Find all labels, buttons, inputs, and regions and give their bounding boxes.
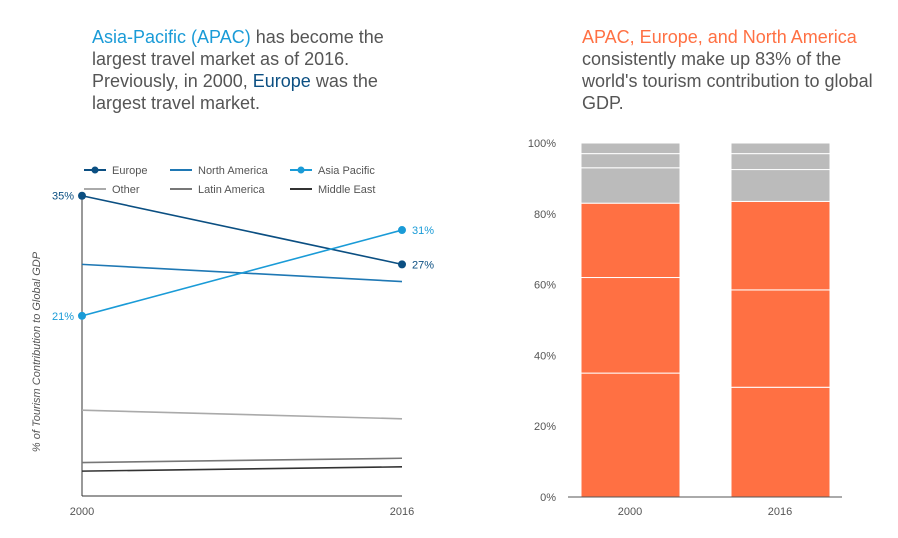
legend-label-europe: Europe [112,165,147,177]
legend-item-europe: Europe [84,165,147,177]
legend-label-north-america: North America [198,165,269,177]
legend-item-other: Other [84,184,140,196]
series-asia-pacific: 21% 31% [52,225,434,323]
legend-label-asia-pacific: Asia Pacific [318,165,375,177]
legend-label-other: Other [112,184,140,196]
point-asia-pacific-2000 [78,311,86,320]
series-europe: 35% 27% [52,191,434,272]
series-line-europe [81,194,403,266]
legend-item-north-america: North America [170,165,269,177]
legend-label-middle-east: Middle East [318,184,375,196]
bar-segment-2000-0 [580,372,681,498]
point-asia-pacific-2016 [398,226,406,235]
bar-segment-2016-2 [730,200,831,291]
bar-segment-2016-5 [730,142,831,155]
stacked-bar-chart: 0% 20% 40% 60% 80% 100% 2000 2016 [528,138,842,518]
headline-right: APAC, Europe, and North America consiste… [582,26,882,114]
bar-chart-segments [580,142,831,498]
bar-chart-x-tick-2000: 2000 [618,506,642,518]
series-line-middle-east [81,466,403,472]
bar-y-tick-60-: 60% [534,280,556,292]
bar-segment-2000-2 [580,202,681,279]
bar-segment-2016-3 [730,169,831,202]
bar-segment-2016-4 [730,153,831,171]
line-chart-series: 35% 27% 21% 31% [52,191,434,472]
line-chart-y-axis-label: % of Tourism Contribution to Global GDP [31,251,43,452]
series-line-latin-america [81,457,403,464]
series-latin-america [81,457,403,464]
bar-chart-x-tick-2016: 2016 [768,506,792,518]
bar-2016 [730,142,831,498]
series-other [81,409,403,420]
line-chart-legend: Europe North America Asia Pacific Other Lati… [84,165,375,196]
line-chart: Europe North America Asia Pacific Other Lati… [31,165,434,518]
bar-y-tick-80-: 80% [534,209,556,221]
headline-right-text: consistently make up 83% of the world's … [582,49,873,113]
legend-marker-europe [91,166,99,174]
headline-left-europe: Europe [252,71,311,91]
line-chart-x-tick-2000: 2000 [70,506,94,518]
bar-segment-2000-5 [580,142,681,155]
bar-segment-2000-4 [580,153,681,169]
legend-item-latin-america: Latin America [170,184,266,196]
headline-left-text-1: has become the largest travel market as … [92,27,384,91]
series-line-asia-pacific [81,229,403,317]
headline-left-apac: Asia-Pacific (APAC) [92,27,251,47]
data-label-europe-2016: 27% [412,259,434,271]
headline-left: Asia-Pacific (APAC) has become the large… [92,26,412,114]
series-line-other [81,409,403,420]
bar-segment-2000-1 [580,277,681,374]
point-europe-2016 [398,260,406,269]
bar-y-tick-0-: 0% [540,492,556,504]
headline-right-regions: APAC, Europe, and North America [582,27,857,47]
series-middle-east [81,466,403,472]
data-label-asia-pacific-2016: 31% [412,225,434,237]
headline-left-text-2: was the largest travel market. [92,71,378,113]
point-europe-2000 [78,191,86,200]
bar-segment-2016-0 [730,386,831,498]
bar-y-tick-100-: 100% [528,138,556,150]
line-chart-x-tick-2016: 2016 [390,506,414,518]
bar-segment-2000-3 [580,167,681,204]
bar-2000 [580,142,681,498]
legend-item-middle-east: Middle East [290,184,375,196]
bar-y-tick-20-: 20% [534,421,556,433]
legend-item-asia-pacific: Asia Pacific [290,165,375,177]
legend-label-latin-america: Latin America [198,184,266,196]
bar-segment-2016-1 [730,289,831,388]
legend-marker-asia-pacific [297,166,305,174]
bar-y-tick-40-: 40% [534,350,556,362]
data-label-asia-pacific-2000: 21% [52,311,74,323]
bar-chart-y-ticks: 0% 20% 40% 60% 80% 100% [528,138,556,504]
data-label-europe-2000: 35% [52,191,74,203]
